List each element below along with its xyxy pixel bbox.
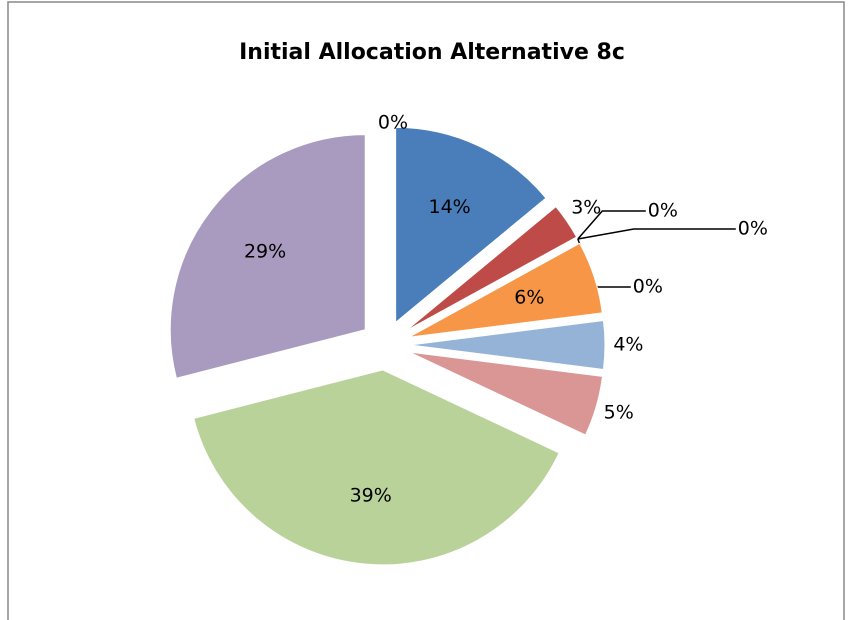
data-label: 0% — [633, 276, 663, 298]
pie-slice — [395, 126, 547, 324]
pie-slice — [408, 351, 604, 436]
pie-slice — [405, 205, 578, 332]
data-label: 3% — [571, 197, 601, 219]
leader-line — [577, 210, 646, 240]
data-label: 0% — [738, 218, 768, 240]
pie-slice — [193, 369, 560, 566]
data-label: 39% — [350, 485, 392, 507]
pie-slice — [406, 238, 579, 334]
data-label: 0% — [648, 200, 678, 222]
data-label: 14% — [428, 196, 470, 218]
data-label: 0% — [378, 112, 408, 134]
leader-line — [577, 228, 736, 240]
pie-slice — [169, 134, 366, 379]
data-label: 5% — [604, 401, 634, 423]
data-label: 4% — [613, 334, 643, 356]
data-label: 29% — [244, 240, 286, 262]
data-label: 6% — [514, 287, 544, 309]
pie-slice — [409, 320, 606, 370]
chart-title: Initial Allocation Alternative 8c — [239, 40, 625, 65]
pie-slice — [408, 242, 603, 338]
